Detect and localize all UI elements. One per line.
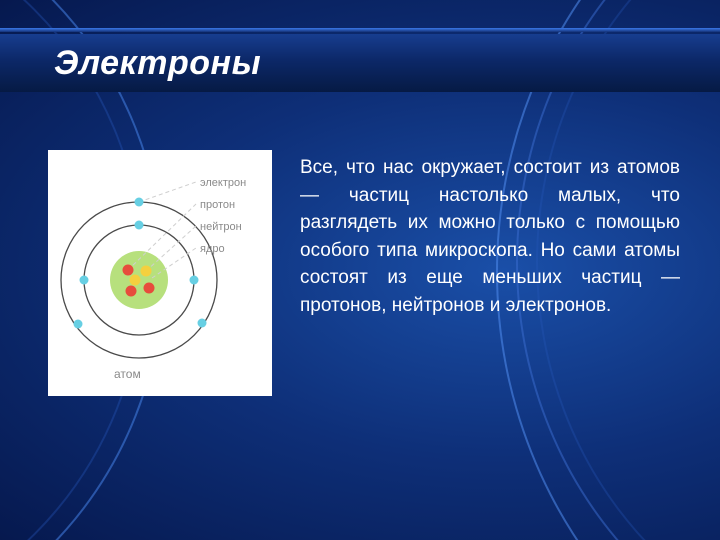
proton-icon [144, 283, 155, 294]
title-bar: Электроны [0, 34, 720, 92]
slide-title: Электроны [54, 44, 261, 83]
atom-diagram-card: электрон протон нейтрон ядро атом [48, 150, 272, 396]
leader-line [139, 182, 196, 202]
diagram-label-atom: атом [114, 367, 141, 381]
electron-icon [74, 320, 83, 329]
diagram-label-electron: электрон [200, 177, 246, 189]
proton-icon [126, 286, 137, 297]
diagram-label-neutron: нейтрон [200, 221, 242, 233]
electron-icon [198, 319, 207, 328]
neutron-icon [141, 266, 152, 277]
neutron-icon [130, 275, 141, 286]
leader-line [128, 204, 196, 270]
diagram-label-nucleus: ядро [200, 243, 225, 255]
electron-icon [135, 198, 144, 207]
slide: Электроны электронпротоннейтронядроатом … [0, 0, 720, 540]
body-paragraph: Все, что нас окружает, состоит из атомов… [300, 154, 680, 319]
electron-icon [80, 276, 89, 285]
proton-icon [123, 265, 134, 276]
atom-diagram: электрон протон нейтрон ядро атом [54, 160, 264, 390]
electron-icon [190, 276, 199, 285]
electron-icon [135, 221, 144, 230]
title-accent-line [0, 28, 720, 32]
diagram-label-proton: протон [200, 199, 235, 211]
leader-line [146, 226, 196, 271]
